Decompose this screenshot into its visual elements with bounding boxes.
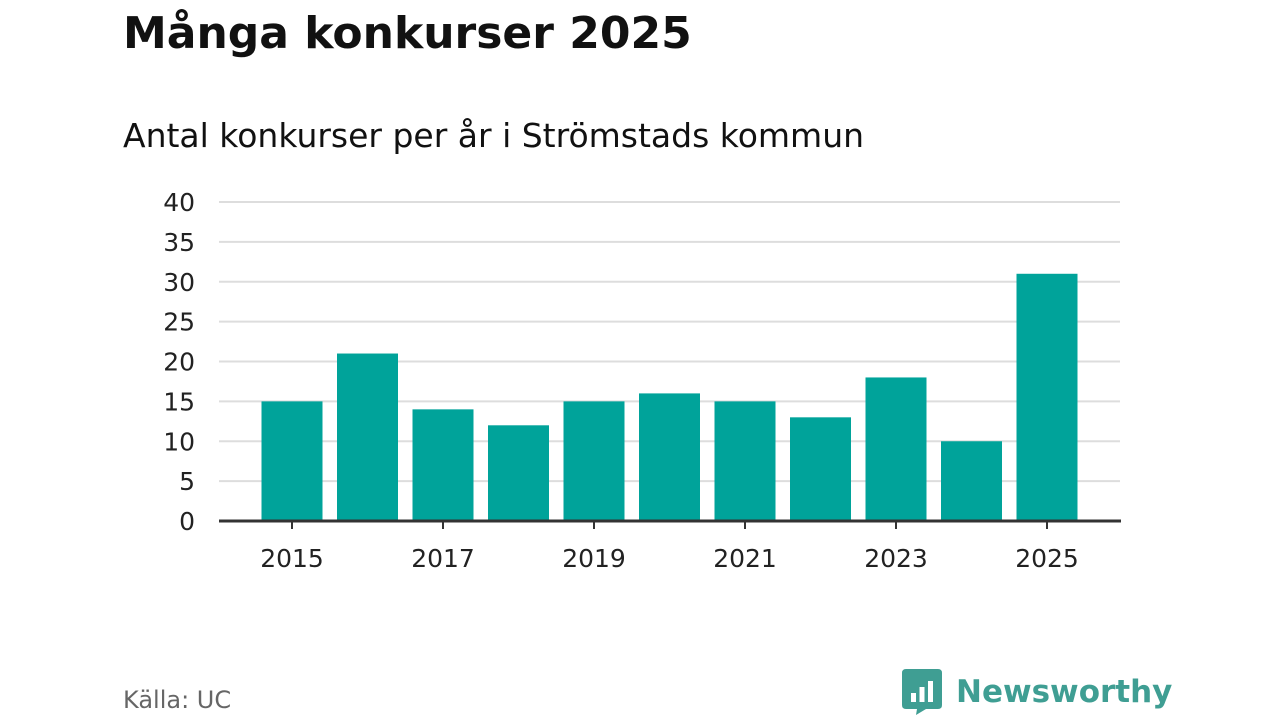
- newsworthy-logo: Newsworthy: [902, 669, 1173, 715]
- x-tick-label-2023: 2023: [864, 544, 928, 573]
- y-tick-label-10: 10: [163, 427, 195, 456]
- y-tick-label-0: 0: [179, 507, 195, 536]
- x-tick-label-2025: 2025: [1015, 544, 1079, 573]
- logo-text: Newsworthy: [956, 674, 1173, 710]
- bar-2016: [337, 353, 398, 521]
- y-tick-label-20: 20: [163, 348, 195, 377]
- x-tick-labels: 2015 2017 2019 2021 2023 2025: [260, 544, 1079, 573]
- y-tick-label-15: 15: [163, 387, 195, 416]
- bar-2015: [261, 401, 323, 521]
- y-tick-label-35: 35: [163, 228, 195, 257]
- bars: [261, 273, 1078, 521]
- x-tick-label-2017: 2017: [411, 544, 475, 573]
- x-tick-label-2019: 2019: [562, 544, 626, 573]
- bar-2025: [1016, 273, 1078, 521]
- bar-2021: [714, 401, 776, 521]
- bar-2023: [865, 377, 927, 521]
- bar-2020: [639, 393, 700, 521]
- bar-2019: [563, 401, 625, 521]
- source-note: Källa: UC: [123, 686, 232, 714]
- y-tick-label-25: 25: [163, 308, 195, 337]
- newsworthy-logo-icon: [902, 669, 942, 715]
- x-tick-label-2015: 2015: [260, 544, 324, 573]
- bar-2022: [790, 417, 851, 521]
- y-tick-labels: 0 5 10 15 20 25 30 35 40: [163, 188, 195, 536]
- bar-2017: [412, 409, 474, 521]
- x-axis: [219, 519, 1121, 529]
- chart-title: Många konkurser 2025: [123, 8, 692, 59]
- chart-subtitle: Antal konkurser per år i Strömstads komm…: [123, 116, 865, 155]
- y-tick-label-40: 40: [163, 188, 195, 217]
- y-tick-label-5: 5: [179, 467, 195, 496]
- y-tick-label-30: 30: [163, 268, 195, 297]
- x-tick-label-2021: 2021: [713, 544, 777, 573]
- bar-2018: [488, 425, 549, 521]
- bar-2024: [941, 441, 1002, 521]
